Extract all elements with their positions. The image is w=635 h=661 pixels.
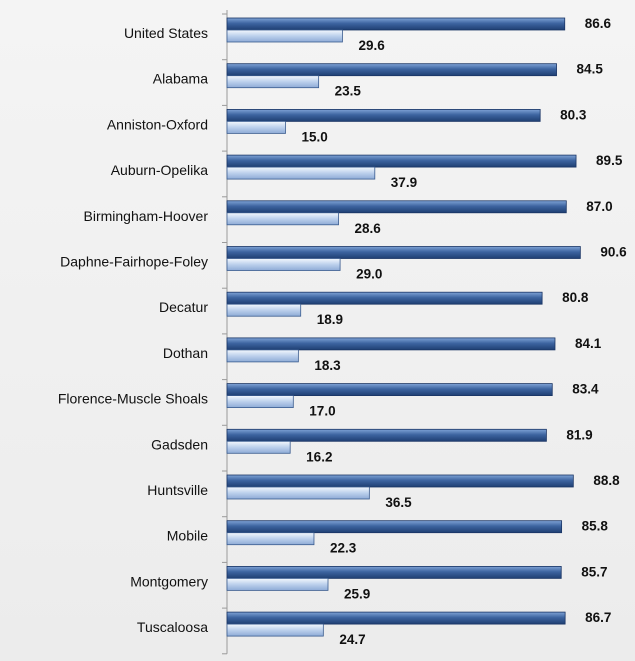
bar-series-1	[226, 291, 543, 305]
category-label: Auburn-Opelika	[111, 162, 208, 178]
data-label-series-1: 84.1	[575, 336, 602, 351]
bar-series-2	[226, 395, 294, 409]
bar-series-2	[226, 121, 286, 134]
category-label: Tuscaloosa	[137, 619, 208, 635]
data-label-series-2: 28.6	[355, 221, 382, 236]
bar-series-1	[226, 337, 556, 351]
bar-series-2	[226, 212, 339, 226]
category-label: Decatur	[159, 299, 208, 315]
data-label-series-2: 37.9	[391, 175, 417, 190]
category-label: Mobile	[167, 528, 208, 544]
data-label-series-1: 85.8	[582, 519, 609, 534]
bar-series-2	[226, 303, 302, 317]
data-label-series-1: 89.5	[596, 153, 623, 168]
data-label-series-2: 18.3	[314, 358, 341, 373]
data-label-series-1: 86.6	[585, 16, 612, 31]
data-label-series-2: 23.5	[335, 84, 362, 99]
bar-series-1	[226, 154, 577, 168]
category-label: Dothan	[163, 345, 208, 361]
bar-series-2	[226, 532, 315, 546]
bar-series-1	[226, 611, 566, 625]
bar-series-1	[226, 428, 547, 442]
bar-series-2	[226, 486, 370, 500]
data-label-series-1: 81.9	[566, 427, 592, 442]
data-label-series-2: 36.5	[385, 495, 412, 510]
category-label: Anniston-Oxford	[107, 116, 208, 132]
category-label: Daphne-Fairhope-Foley	[60, 254, 208, 270]
bar-series-2	[226, 258, 341, 271]
data-label-series-1: 80.8	[562, 290, 589, 305]
bar-series-2	[226, 623, 324, 637]
data-label-series-2: 16.2	[306, 449, 332, 464]
category-label: Huntsville	[147, 482, 208, 498]
plot-area: United States 86.6 29.6 Alabama 84.5 23.5 Anni…	[58, 10, 627, 655]
data-label-series-2: 24.7	[339, 632, 365, 647]
category-label: United States	[124, 25, 208, 41]
category-label: Alabama	[153, 71, 208, 87]
bar-series-2	[226, 578, 329, 591]
bar-series-1	[226, 520, 563, 534]
data-label-series-2: 17.0	[309, 404, 335, 419]
data-label-series-2: 22.3	[330, 541, 357, 556]
data-label-series-1: 87.0	[586, 199, 612, 214]
data-label-series-2: 29.6	[358, 38, 385, 53]
bar-series-2	[226, 440, 291, 454]
bar-series-2	[226, 75, 320, 89]
category-label: Florence-Muscle Shoals	[58, 391, 208, 407]
bar-series-1	[226, 566, 562, 579]
data-label-series-1: 80.3	[560, 107, 587, 122]
data-label-series-2: 15.0	[302, 129, 328, 144]
data-label-series-1: 83.4	[572, 382, 599, 397]
data-label-series-1: 90.6	[600, 245, 627, 260]
bar-series-1	[226, 246, 581, 259]
category-label: Gadsden	[151, 436, 208, 452]
bar-series-1	[226, 17, 566, 31]
category-label: Montgomery	[130, 573, 208, 589]
bar-series-1	[226, 63, 557, 77]
bar-series-2	[226, 349, 299, 363]
bar-series-1	[226, 474, 574, 488]
bar-series-1	[226, 200, 567, 214]
data-label-series-1: 84.5	[577, 62, 604, 77]
bar-series-1	[226, 383, 553, 397]
data-label-series-1: 85.7	[581, 564, 607, 579]
bar-series-1	[226, 109, 541, 122]
data-label-series-1: 86.7	[585, 610, 611, 625]
data-label-series-1: 88.8	[593, 473, 620, 488]
bar-series-2	[226, 166, 376, 180]
category-label: Birmingham-Hoover	[84, 208, 209, 224]
data-label-series-2: 25.9	[344, 586, 370, 601]
bar-series-2	[226, 29, 343, 43]
data-label-series-2: 29.0	[356, 267, 382, 282]
data-label-series-2: 18.9	[317, 312, 343, 327]
